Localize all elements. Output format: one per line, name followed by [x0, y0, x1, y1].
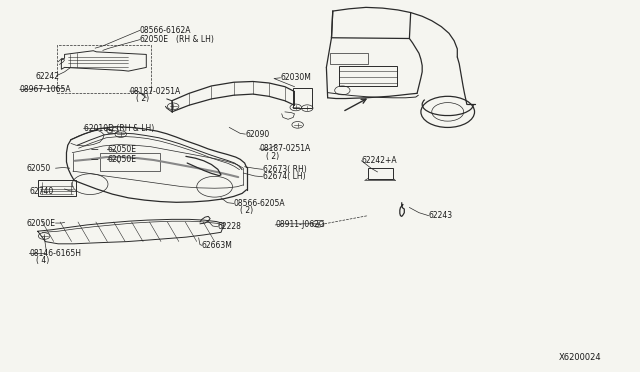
Text: 62228: 62228	[218, 222, 242, 231]
Text: ( 4): ( 4)	[36, 256, 49, 265]
Text: 62030M: 62030M	[280, 73, 311, 82]
Text: 62050E: 62050E	[108, 145, 136, 154]
Text: 62050: 62050	[26, 164, 51, 173]
Text: 62050E: 62050E	[108, 155, 136, 164]
Text: —: —	[91, 155, 99, 164]
Text: X6200024: X6200024	[558, 353, 601, 362]
Text: 08566-6205A: 08566-6205A	[234, 199, 285, 208]
Bar	[339, 65, 397, 86]
Text: ( 2): ( 2)	[266, 152, 279, 161]
Bar	[100, 153, 161, 171]
Text: ( 2): ( 2)	[136, 94, 149, 103]
Bar	[368, 168, 394, 179]
Text: 62673( RH): 62673( RH)	[262, 165, 307, 174]
Text: 62090: 62090	[245, 129, 269, 139]
Text: —: —	[91, 145, 99, 154]
Bar	[293, 88, 312, 108]
Text: ( 2): ( 2)	[240, 206, 253, 215]
Text: 62242+A: 62242+A	[362, 156, 397, 165]
Bar	[330, 53, 368, 64]
Text: 08911-J062G: 08911-J062G	[275, 221, 325, 230]
Text: 62674( LH): 62674( LH)	[262, 172, 305, 181]
Text: 08187-0251A: 08187-0251A	[259, 144, 310, 153]
Text: (RH & LH): (RH & LH)	[175, 35, 214, 44]
Text: 62243: 62243	[429, 211, 452, 220]
Text: 62242: 62242	[36, 72, 60, 81]
Text: 62740: 62740	[29, 187, 54, 196]
Text: 08187-0251A: 08187-0251A	[130, 87, 181, 96]
Text: 08566-6162A: 08566-6162A	[140, 26, 191, 35]
Text: 62050E: 62050E	[140, 35, 169, 44]
Text: 62663M: 62663M	[202, 241, 233, 250]
Bar	[38, 180, 76, 196]
Text: 08146-6165H: 08146-6165H	[29, 249, 81, 258]
Bar	[57, 45, 152, 93]
Text: 62050E: 62050E	[26, 219, 55, 228]
Text: 08967-1065A: 08967-1065A	[20, 85, 72, 94]
Text: 62010D (RH & LH): 62010D (RH & LH)	[84, 124, 154, 133]
